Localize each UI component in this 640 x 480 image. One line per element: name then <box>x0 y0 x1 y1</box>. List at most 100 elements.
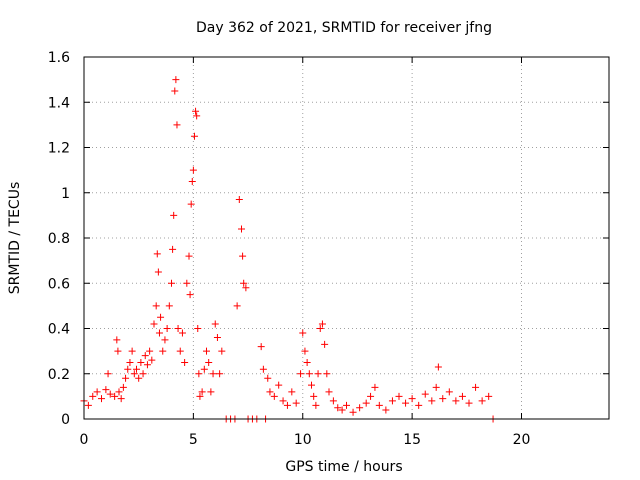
data-point <box>93 388 101 396</box>
data-point <box>408 395 416 403</box>
data-point <box>301 347 309 355</box>
data-point <box>146 347 154 355</box>
y-tick-label: 0.4 <box>48 322 70 338</box>
data-point <box>266 388 274 396</box>
data-point <box>312 401 320 409</box>
data-point <box>297 370 305 378</box>
data-point <box>388 397 396 405</box>
data-point <box>115 388 123 396</box>
data-point <box>213 334 221 342</box>
data-point <box>157 313 165 321</box>
data-point <box>198 388 206 396</box>
data-point <box>314 370 322 378</box>
data-point <box>117 395 125 403</box>
data-point <box>434 363 442 371</box>
data-point <box>362 399 370 407</box>
data-point <box>152 302 160 310</box>
data-point <box>194 325 202 332</box>
data-point <box>334 404 342 412</box>
data-point <box>133 365 140 373</box>
data-point <box>382 406 390 414</box>
data-point <box>150 320 158 328</box>
grid <box>84 57 609 419</box>
data-point <box>428 397 436 405</box>
data-point <box>155 329 163 337</box>
data-point <box>165 302 173 310</box>
data-point <box>257 343 265 351</box>
data-point <box>207 388 215 396</box>
data-point <box>283 401 291 409</box>
data-point <box>240 279 248 287</box>
x-tick-label: 10 <box>294 432 312 448</box>
data-point <box>329 397 337 405</box>
data-point <box>279 397 287 405</box>
data-point <box>338 406 346 414</box>
data-point <box>318 320 326 328</box>
y-tick-label: 1.4 <box>48 95 70 111</box>
data-point <box>186 291 194 299</box>
chart-title: Day 362 of 2021, SRMTID for receiver jfn… <box>196 20 492 36</box>
data-point <box>137 358 145 366</box>
data-point <box>169 245 177 253</box>
data-point <box>163 325 171 332</box>
data-series <box>80 76 497 423</box>
data-point <box>104 370 112 378</box>
data-point <box>114 347 122 355</box>
data-point <box>119 383 127 391</box>
data-point <box>89 392 97 400</box>
data-point <box>124 365 132 373</box>
data-point <box>367 392 375 400</box>
data-point <box>161 336 169 344</box>
data-point <box>211 320 219 328</box>
data-point <box>173 121 181 129</box>
data-point <box>299 329 307 337</box>
data-point <box>159 347 167 355</box>
data-point <box>275 381 283 389</box>
y-tick-label: 1.6 <box>48 50 70 66</box>
data-point <box>308 381 315 389</box>
data-point <box>235 196 243 204</box>
x-tick-label: 0 <box>80 432 89 448</box>
x-tick-label: 20 <box>513 432 531 448</box>
data-point <box>305 370 313 378</box>
data-point <box>349 408 357 416</box>
y-tick-label: 1.2 <box>48 141 70 157</box>
data-point <box>323 370 331 378</box>
data-point <box>84 401 92 409</box>
data-point <box>452 397 460 405</box>
data-point <box>270 392 278 400</box>
y-axis-title: SRMTID / TECUs <box>7 182 23 295</box>
data-point <box>98 395 105 403</box>
y-tick-label: 1 <box>61 186 70 202</box>
data-point <box>218 347 226 355</box>
x-tick-label: 15 <box>403 432 421 448</box>
data-point <box>190 132 198 140</box>
data-point <box>188 177 196 185</box>
data-point <box>325 388 333 396</box>
data-point <box>458 392 466 400</box>
data-point <box>239 252 247 260</box>
y-tick-label: 0 <box>61 412 70 428</box>
data-point <box>148 356 156 364</box>
y-tick-label: 0.6 <box>48 276 70 292</box>
data-point <box>310 392 318 400</box>
data-point <box>485 392 493 400</box>
data-point <box>242 284 250 292</box>
x-axis-title: GPS time / hours <box>285 459 402 475</box>
data-point <box>141 352 149 360</box>
data-point <box>187 200 195 208</box>
data-point <box>421 390 429 398</box>
data-point <box>233 302 241 310</box>
x-tick-label: 5 <box>189 432 198 448</box>
data-point <box>371 383 379 391</box>
data-point <box>395 392 403 400</box>
data-point <box>153 250 161 258</box>
data-point <box>139 370 147 378</box>
data-point <box>195 370 203 378</box>
data-point <box>321 340 329 348</box>
data-point <box>143 361 151 369</box>
data-point <box>193 112 201 120</box>
data-point <box>472 383 480 391</box>
data-point <box>238 225 245 233</box>
data-point <box>415 401 423 409</box>
